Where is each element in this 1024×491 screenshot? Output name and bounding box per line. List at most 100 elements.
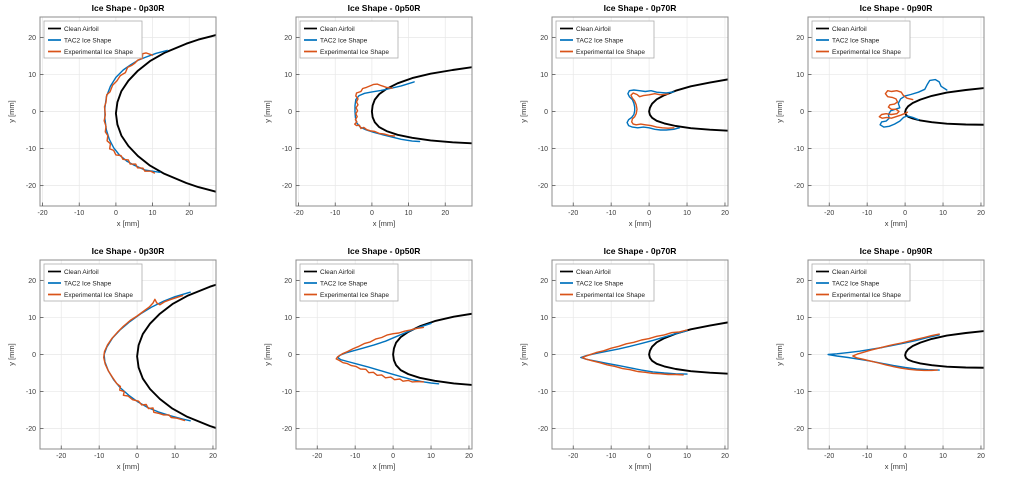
- axis-ticks: -20 -10 0 10 20 -20 -10 0 10 20: [538, 35, 729, 217]
- legend-label-experimental-ice-shape: Experimental Ice Shape: [832, 49, 901, 56]
- series-experimental-ice-shape: [103, 294, 186, 422]
- legend-label-tac2-ice-shape: TAC2 Ice Shape: [576, 37, 624, 44]
- x-axis-label: x [mm]: [629, 219, 652, 228]
- y-tick-label: -10: [538, 389, 548, 396]
- legend-label-experimental-ice-shape: Experimental Ice Shape: [64, 292, 133, 299]
- legend-label-tac2-ice-shape: TAC2 Ice Shape: [320, 37, 368, 44]
- x-tick-label: 0: [114, 210, 118, 217]
- legend: Clean Airfoil TAC2 Ice Shape Experimental …: [811, 263, 911, 302]
- y-tick-label: -10: [794, 146, 804, 153]
- chart-title: Ice Shape - 0p50R: [348, 3, 421, 13]
- x-tick-label: 0: [647, 210, 651, 217]
- x-tick-label: 10: [939, 453, 947, 460]
- y-tick-label: -10: [26, 389, 36, 396]
- series-clean-airfoil: [392, 312, 472, 386]
- series-tac2-ice-shape: [354, 81, 421, 143]
- x-tick-label: 0: [903, 210, 907, 217]
- x-axis-label: x [mm]: [373, 462, 396, 471]
- legend-label-clean-airfoil: Clean Airfoil: [64, 269, 99, 276]
- chart-ice-shape-0p30r-row2: -20 -10 0 10 20 -20 -10 0 10 20 Ice Shape - 0p30R x…: [0, 243, 256, 486]
- series-clean-airfoil: [136, 283, 216, 430]
- x-tick-label: 20: [977, 453, 985, 460]
- legend-label-tac2-ice-shape: TAC2 Ice Shape: [832, 37, 880, 44]
- x-tick-label: 10: [939, 210, 947, 217]
- y-tick-label: 0: [288, 352, 292, 359]
- series-tac2-ice-shape: [626, 89, 681, 131]
- y-tick-label: 0: [544, 109, 548, 116]
- axis-ticks: -20 -10 0 10 20 -20 -10 0 10 20: [26, 35, 193, 217]
- y-tick-label: 10: [540, 315, 548, 322]
- series-experimental-ice-shape: [852, 333, 940, 372]
- series-experimental-ice-shape: [878, 90, 914, 119]
- x-tick-label: -20: [568, 210, 578, 217]
- y-tick-label: 10: [284, 315, 292, 322]
- x-tick-label: 0: [391, 453, 395, 460]
- legend-label-experimental-ice-shape: Experimental Ice Shape: [320, 292, 389, 299]
- y-axis-label: y [mm]: [775, 343, 784, 366]
- x-tick-label: 10: [149, 210, 157, 217]
- y-tick-label: 0: [288, 109, 292, 116]
- series-experimental-ice-shape: [581, 329, 688, 376]
- y-tick-label: -10: [282, 389, 292, 396]
- y-tick-label: 10: [28, 72, 36, 79]
- legend-label-clean-airfoil: Clean Airfoil: [64, 26, 99, 33]
- y-axis-label: y [mm]: [263, 343, 272, 366]
- y-tick-label: 10: [796, 72, 804, 79]
- x-tick-label: -10: [862, 210, 872, 217]
- legend-label-experimental-ice-shape: Experimental Ice Shape: [576, 292, 645, 299]
- y-tick-label: 20: [796, 35, 804, 42]
- series-experimental-ice-shape: [103, 52, 156, 174]
- y-tick-label: 20: [796, 278, 804, 285]
- y-axis-label: y [mm]: [7, 343, 16, 366]
- y-tick-label: -20: [794, 183, 804, 190]
- y-axis-label: y [mm]: [519, 100, 528, 123]
- legend-label-experimental-ice-shape: Experimental Ice Shape: [320, 49, 389, 56]
- y-tick-label: 10: [796, 315, 804, 322]
- x-tick-label: -20: [312, 453, 322, 460]
- chart-title: Ice Shape - 0p50R: [348, 246, 421, 256]
- x-tick-label: 20: [721, 453, 729, 460]
- x-axis-label: x [mm]: [117, 219, 140, 228]
- y-axis-label: y [mm]: [263, 100, 272, 123]
- legend: Clean Airfoil TAC2 Ice Shape Experimental …: [811, 20, 911, 59]
- y-tick-label: -10: [282, 146, 292, 153]
- y-tick-label: 0: [544, 352, 548, 359]
- subplot-ice-shape-0p70r-row2: -20 -10 0 10 20 -20 -10 0 10 20 Ice Shape - 0p70R x…: [512, 243, 768, 486]
- chart-ice-shape-0p70r-row2: -20 -10 0 10 20 -20 -10 0 10 20 Ice Shape - 0p70R x…: [512, 243, 768, 486]
- x-tick-label: 10: [427, 453, 435, 460]
- x-tick-label: 10: [171, 453, 179, 460]
- y-tick-label: -20: [538, 426, 548, 433]
- y-tick-label: -20: [26, 426, 36, 433]
- legend-label-tac2-ice-shape: TAC2 Ice Shape: [64, 37, 112, 44]
- x-axis-label: x [mm]: [117, 462, 140, 471]
- y-tick-label: 20: [540, 35, 548, 42]
- series-clean-airfoil: [904, 330, 984, 369]
- series-clean-airfoil: [370, 66, 472, 145]
- x-tick-label: -10: [606, 453, 616, 460]
- x-tick-label: -10: [862, 453, 872, 460]
- chart-title: Ice Shape - 0p70R: [604, 3, 677, 13]
- y-tick-label: 10: [540, 72, 548, 79]
- legend-label-clean-airfoil: Clean Airfoil: [576, 26, 611, 33]
- x-axis-label: x [mm]: [629, 462, 652, 471]
- x-tick-label: 20: [465, 453, 473, 460]
- legend-label-tac2-ice-shape: TAC2 Ice Shape: [64, 280, 112, 287]
- x-tick-label: 20: [977, 210, 985, 217]
- y-tick-label: 20: [284, 35, 292, 42]
- x-tick-label: -10: [94, 453, 104, 460]
- subplot-ice-shape-0p70r-row1: -20 -10 0 10 20 -20 -10 0 10 20 Ice Shape - 0p70R x…: [512, 0, 768, 243]
- legend: Clean Airfoil TAC2 Ice Shape Experimental …: [43, 263, 143, 302]
- series-experimental-ice-shape: [354, 83, 396, 137]
- legend-label-experimental-ice-shape: Experimental Ice Shape: [832, 292, 901, 299]
- axis-ticks: -20 -10 0 10 20 -20 -10 0 10 20: [282, 35, 449, 217]
- y-tick-label: 20: [540, 278, 548, 285]
- x-tick-label: 10: [683, 453, 691, 460]
- x-tick-label: -10: [606, 210, 616, 217]
- x-tick-label: 0: [903, 453, 907, 460]
- y-tick-label: -20: [538, 183, 548, 190]
- legend-label-clean-airfoil: Clean Airfoil: [832, 26, 867, 33]
- axis-ticks: -20 -10 0 10 20 -20 -10 0 10 20: [794, 35, 985, 217]
- y-tick-label: 0: [32, 352, 36, 359]
- y-tick-label: 20: [284, 278, 292, 285]
